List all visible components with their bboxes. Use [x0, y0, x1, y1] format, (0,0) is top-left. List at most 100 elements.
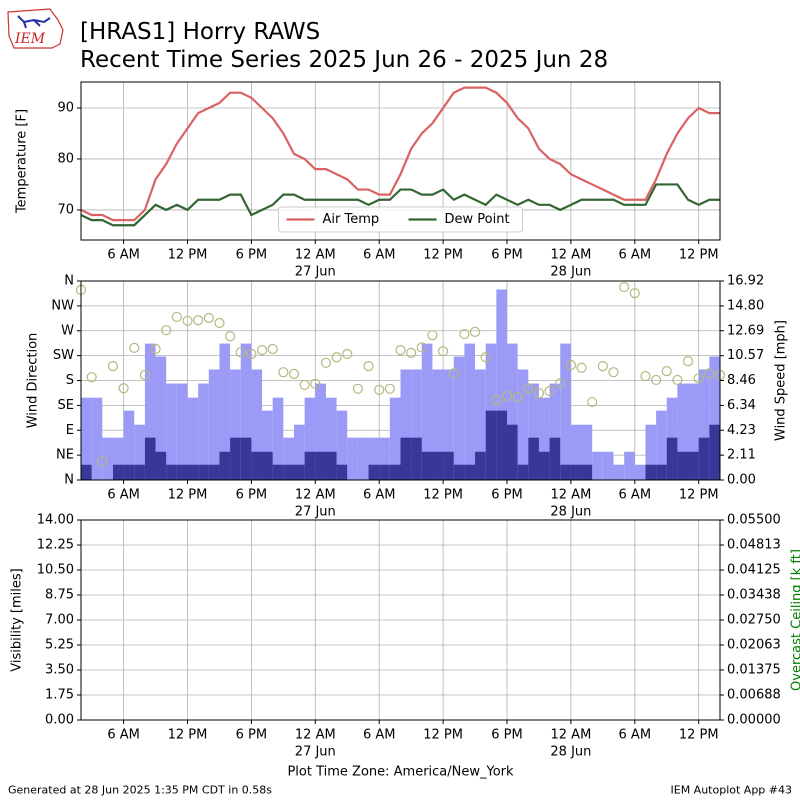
bar: [134, 464, 145, 480]
y-axis-label: Visibility [miles]: [10, 568, 25, 671]
y2-tick-label: 0.04125: [727, 563, 781, 578]
scatter-point: [608, 367, 619, 378]
bar: [123, 410, 135, 480]
y-tick-label: SE: [58, 398, 74, 413]
x-tick-label: 12 AM: [295, 248, 336, 263]
x-tick-label: 12 PM: [679, 728, 719, 743]
scatter-point: [225, 331, 236, 342]
bar: [315, 451, 326, 480]
bar: [581, 464, 593, 480]
y-tick-label: NW: [51, 298, 74, 313]
scatter-point: [363, 361, 374, 372]
bar: [251, 369, 263, 480]
bar: [400, 437, 412, 480]
y2-tick-label: 0.02063: [727, 638, 781, 653]
x-tick-label: 12 AM: [551, 488, 592, 503]
bar: [464, 343, 476, 480]
bar: [389, 397, 401, 480]
legend-label: Air Temp: [323, 212, 380, 227]
scatter-point: [565, 359, 577, 371]
bar: [549, 437, 561, 480]
scatter-point: [193, 315, 204, 326]
scatter-point: [491, 394, 502, 405]
bar: [411, 437, 422, 480]
scatter-point: [139, 369, 150, 381]
bar: [336, 410, 348, 480]
y-tick-label: 7.00: [45, 613, 74, 628]
bar: [645, 464, 657, 480]
x-axis-label: Plot Time Zone: America/New_York: [287, 765, 514, 780]
x-tick-label: 12 PM: [168, 728, 208, 743]
bar: [134, 424, 145, 480]
scatter-point: [438, 346, 449, 357]
bar: [91, 397, 103, 480]
bar: [336, 464, 348, 480]
scatter-point: [629, 288, 640, 299]
scatter-point: [310, 378, 321, 389]
x-date-label: 28 Jun: [550, 265, 591, 280]
bar: [560, 343, 571, 480]
bar: [645, 424, 657, 480]
y2-tick-label: 0.00000: [727, 713, 781, 728]
y2-tick-label: 0.00: [727, 473, 756, 488]
scatter-point: [267, 343, 278, 355]
scatter-point: [576, 362, 587, 373]
scatter-point: [523, 383, 534, 394]
bar: [677, 451, 689, 480]
scatter-point: [331, 352, 342, 363]
bar: [230, 437, 241, 480]
bar: [123, 464, 135, 480]
x-tick-label: 6 AM: [107, 248, 140, 263]
bar: [549, 383, 561, 480]
legend: Air Temp Dew Point: [278, 206, 523, 233]
scatter-point: [161, 325, 172, 336]
x-tick-label: 6 AM: [619, 248, 652, 263]
bar: [613, 464, 625, 480]
y2-axis-label: Overcast Ceiling [k ft]: [790, 549, 800, 691]
bar: [411, 369, 422, 480]
bar: [560, 464, 571, 480]
x-tick-label: 6 PM: [236, 248, 267, 263]
scatter-point: [256, 344, 268, 356]
y2-tick-label: 0.02750: [727, 613, 781, 628]
bar: [166, 464, 177, 480]
bar: [208, 369, 220, 480]
panel: 6 AM 12 PM 6 PM 12 AM 6 AM 12 PM 6 PM 12 AM 6 AM…: [26, 274, 789, 520]
bar: [443, 451, 454, 480]
logo: IEM: [7, 8, 64, 49]
bar: [656, 410, 667, 480]
line-series: [81, 86, 720, 222]
bar: [283, 464, 294, 480]
bar: [144, 437, 156, 480]
scatter-point: [587, 396, 598, 408]
panel: 6 AM 12 PM 6 PM 12 AM 6 AM 12 PM 6 PM 12 AM 6 AM…: [10, 513, 800, 780]
scatter-point: [619, 281, 630, 293]
scatter-point: [459, 328, 470, 340]
x-tick-label: 6 AM: [107, 488, 140, 503]
bar: [400, 369, 412, 480]
series-group: [81, 86, 720, 227]
bar: [421, 451, 433, 480]
bar: [666, 437, 678, 480]
bar: [709, 356, 720, 480]
scatter-point: [650, 374, 662, 386]
plot-frame: [80, 280, 721, 481]
scatter-point: [374, 384, 385, 395]
y2-tick-label: 8.46: [727, 373, 756, 388]
scatter-point: [427, 330, 438, 341]
chart-title: [HRAS1] Horry RAWS: [80, 19, 320, 45]
scatter-point: [86, 372, 97, 383]
bar: [272, 397, 284, 480]
bar: [475, 451, 486, 480]
x-tick-label: 12 PM: [423, 728, 463, 743]
x-tick-label: 6 PM: [236, 488, 267, 503]
scatter-point: [406, 347, 417, 358]
scatter-point: [129, 342, 140, 353]
y-tick-label: 70: [57, 202, 74, 217]
bar: [698, 369, 710, 480]
bar: [379, 464, 390, 480]
bar: [368, 437, 380, 480]
scatter-point: [682, 356, 694, 367]
scatter-point: [97, 456, 108, 467]
panel: 6 AM 12 PM 6 PM 12 AM 6 AM 12 PM 6 PM 12 AM 6 AM…: [15, 81, 721, 280]
